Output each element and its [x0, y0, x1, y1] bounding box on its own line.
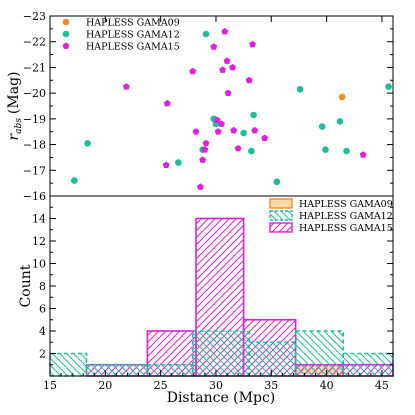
scatter-point — [338, 93, 346, 101]
y-tick-label: −18 — [23, 139, 46, 152]
y-tick-label: −22 — [23, 36, 46, 49]
scatter-point — [213, 116, 221, 124]
legend-label: HAPLESS GAMA09 — [86, 18, 180, 29]
scatter-y-ticks: −16 −17 −18 −19 −20 −21 −22 −23 — [23, 10, 393, 203]
histogram-bar — [146, 363, 194, 377]
histogram-bar — [342, 352, 394, 377]
scatter-point — [234, 144, 242, 152]
scatter-y-axis-subscript: abs — [14, 118, 24, 134]
scatter-point — [248, 147, 255, 155]
histogram-bars — [49, 217, 394, 377]
scatter-point — [199, 156, 207, 163]
x-tick-label: 30 — [209, 379, 223, 392]
scatter-point — [219, 66, 227, 73]
scatter-point — [296, 85, 304, 93]
scatter-point — [343, 147, 350, 155]
legend-marker — [62, 42, 70, 49]
scatter-point — [162, 161, 170, 169]
legend-swatch — [269, 222, 293, 233]
legend-label: HAPLESS GAMA12 — [299, 211, 393, 222]
y-tick-label: −16 — [23, 190, 46, 203]
x-tick-label: 35 — [264, 379, 278, 392]
legend-swatch — [269, 198, 293, 209]
histogram-x-axis-title: Distance (Mpc) — [167, 390, 276, 406]
y-tick-label: −19 — [23, 113, 46, 126]
scatter-point — [223, 57, 231, 64]
legend-marker — [62, 18, 70, 26]
histogram-x-ticks: 15 20 25 30 35 40 45 — [43, 370, 389, 392]
legend-label: HAPLESS GAMA15 — [86, 42, 180, 53]
scatter-point — [122, 83, 130, 90]
scatter-point — [359, 151, 367, 158]
scatter-point — [251, 126, 259, 134]
y-tick-label: −17 — [23, 164, 46, 177]
y-tick-label: −21 — [23, 61, 46, 74]
scatter-point — [210, 43, 218, 50]
scatter-point — [261, 134, 269, 142]
histogram-y-ticks: 2 4 6 8 10 12 14 — [32, 195, 393, 366]
scatter-points — [71, 27, 392, 190]
y-tick-label: 10 — [32, 258, 46, 271]
legend-label: HAPLESS GAMA12 — [86, 30, 180, 41]
scatter-point — [175, 159, 182, 166]
scatter-point — [224, 89, 232, 97]
x-tick-label: 25 — [154, 379, 168, 392]
scatter-point — [229, 63, 236, 71]
legend-marker — [62, 30, 70, 38]
y-tick-label: −23 — [23, 10, 46, 23]
y-tick-label: 14 — [32, 213, 46, 226]
histogram-bar — [191, 330, 250, 377]
y-tick-label: 12 — [32, 235, 46, 248]
scatter-point — [221, 27, 229, 35]
y-tick-label: −20 — [23, 87, 46, 100]
scatter-point — [249, 40, 256, 48]
scatter-point — [218, 120, 225, 127]
legend-label: HAPLESS GAMA15 — [299, 223, 393, 234]
scatter-point — [322, 146, 329, 154]
scatter-point — [202, 30, 210, 38]
y-tick-label: 2 — [39, 348, 46, 361]
scatter-point — [385, 83, 392, 91]
scatter-point — [84, 139, 91, 147]
scatter-y-axis-title: rabs (Mag) — [6, 71, 24, 140]
scatter-point — [230, 126, 238, 134]
scatter-point — [273, 178, 281, 186]
histogram-bar — [248, 341, 297, 377]
scatter-point — [192, 128, 200, 135]
legend-swatch — [269, 210, 293, 221]
scatter-point — [202, 139, 210, 147]
x-tick-label: 20 — [98, 379, 112, 392]
histogram-y-axis-title: Count — [18, 264, 34, 307]
scatter-point — [250, 111, 257, 119]
scatter-point — [197, 183, 204, 190]
x-tick-label: 15 — [43, 379, 57, 392]
scatter-point — [189, 67, 197, 75]
scatter-y-axis-symbol: r — [6, 133, 22, 141]
scatter-y-axis-unit: (Mag) — [6, 71, 22, 114]
x-tick-label: 45 — [375, 379, 389, 392]
x-tick-label: 40 — [320, 379, 334, 392]
y-tick-label: 6 — [39, 303, 46, 316]
scatter-point — [240, 129, 247, 137]
y-tick-label: 8 — [39, 280, 46, 293]
scatter-point — [71, 177, 78, 184]
histogram-bar — [294, 330, 345, 377]
histogram-bar — [49, 352, 88, 377]
scatter-point — [163, 99, 171, 107]
scatter-point — [214, 128, 222, 135]
y-tick-label: 4 — [39, 325, 46, 338]
histogram-panel: 2 4 6 8 10 12 14 15 20 25 30 35 40 45 Count Distance… — [18, 195, 394, 406]
scatter-point — [336, 118, 344, 125]
scatter-point — [201, 146, 209, 153]
scatter-point — [245, 76, 253, 84]
scatter-point — [318, 123, 326, 130]
legend-label: HAPLESS GAMA09 — [299, 199, 393, 210]
scatter-panel: −16 −17 −18 −19 −20 −21 −22 −23 rabs (Mag) HAPLE… — [6, 10, 394, 203]
